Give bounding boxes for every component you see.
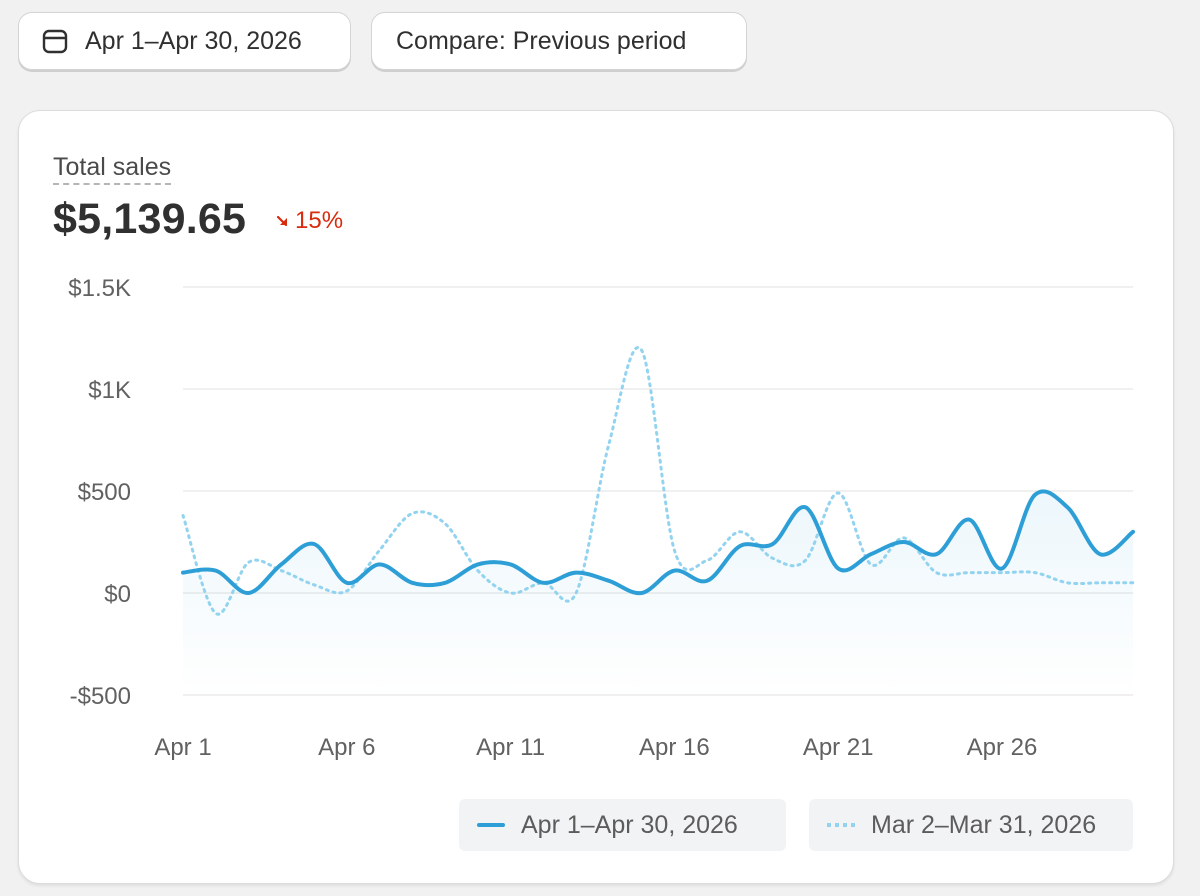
data-point-previous[interactable]	[737, 529, 743, 535]
data-point-current[interactable]	[344, 580, 350, 586]
x-tick-label: Apr 11	[476, 734, 545, 761]
data-point-current[interactable]	[1032, 492, 1038, 498]
y-tick-label: -$500	[70, 683, 131, 710]
x-axis-ticks: Apr 1 Apr 6 Apr 11 Apr 16 Apr 21 Apr 26	[154, 734, 1037, 761]
compare-period-button[interactable]: Compare: Previous period	[371, 12, 747, 70]
data-point-current[interactable]	[835, 566, 841, 572]
x-tick-label: Apr 21	[803, 734, 874, 761]
data-point-previous[interactable]	[966, 570, 972, 576]
data-point-previous[interactable]	[180, 512, 186, 518]
x-tick-label: Apr 6	[318, 734, 375, 761]
data-point-previous[interactable]	[802, 557, 808, 563]
data-point-previous[interactable]	[213, 610, 219, 616]
data-point-previous[interactable]	[540, 580, 546, 586]
data-point-current[interactable]	[409, 580, 415, 586]
data-point-previous[interactable]	[606, 441, 612, 447]
data-point-previous[interactable]	[1130, 580, 1136, 586]
data-point-current[interactable]	[737, 543, 743, 549]
data-point-previous[interactable]	[573, 590, 579, 596]
data-point-current[interactable]	[770, 541, 776, 547]
compare-label: Compare: Previous period	[396, 26, 687, 55]
data-point-current[interactable]	[933, 551, 939, 557]
sales-chart-card: Total sales $5,139.65 15% $1.5K $1K $500 $0…	[18, 110, 1174, 884]
data-point-previous[interactable]	[377, 547, 383, 553]
data-point-current[interactable]	[1097, 551, 1103, 557]
data-point-current[interactable]	[802, 504, 808, 510]
data-point-previous[interactable]	[409, 510, 415, 516]
arrow-down-right-icon	[276, 215, 288, 227]
series-line-previous	[181, 346, 1135, 616]
sales-line-chart: $1.5K$1K$500$0-$500 Apr 1 Apr 6 Apr 11 Apr …	[68, 275, 1136, 761]
data-point-previous[interactable]	[278, 568, 284, 574]
series-area-current	[183, 491, 1133, 695]
data-point-previous[interactable]	[639, 347, 645, 353]
legend-swatch-dotted	[827, 823, 855, 827]
calendar-icon	[41, 27, 69, 55]
data-point-previous[interactable]	[442, 521, 448, 527]
data-point-previous[interactable]	[508, 590, 514, 596]
y-tick-label: $500	[78, 479, 131, 506]
data-point-current[interactable]	[573, 570, 579, 576]
chart-series	[180, 346, 1136, 695]
toolbar: Apr 1–Apr 30, 2026 Compare: Previous per…	[18, 12, 747, 70]
data-point-previous[interactable]	[770, 555, 776, 561]
data-point-previous[interactable]	[868, 561, 874, 567]
y-axis-ticks: $1.5K $1K $500 $0 -$500	[68, 275, 131, 710]
data-point-previous[interactable]	[933, 570, 939, 576]
data-point-current[interactable]	[1064, 504, 1070, 510]
data-point-previous[interactable]	[1032, 570, 1038, 576]
data-point-current[interactable]	[671, 568, 677, 574]
data-point-previous[interactable]	[835, 490, 841, 496]
y-tick-label: $1K	[88, 377, 131, 404]
data-point-current[interactable]	[246, 590, 252, 596]
metric-label[interactable]: Total sales	[53, 153, 172, 185]
x-tick-label: Apr 26	[967, 734, 1038, 761]
series-line-current	[181, 489, 1135, 596]
data-point-current[interactable]	[868, 551, 874, 557]
data-point-current[interactable]	[278, 561, 284, 567]
data-point-previous[interactable]	[704, 557, 710, 563]
data-point-previous[interactable]	[1064, 580, 1070, 586]
data-point-previous[interactable]	[344, 588, 350, 594]
data-point-previous[interactable]	[999, 570, 1005, 576]
data-point-current[interactable]	[442, 580, 448, 586]
y-tick-label: $1.5K	[68, 275, 131, 302]
metric-change-value: 15%	[295, 207, 344, 234]
data-point-previous[interactable]	[1097, 580, 1103, 586]
legend-swatch-solid	[477, 823, 505, 827]
data-point-current[interactable]	[966, 517, 972, 523]
data-point-current[interactable]	[213, 568, 219, 574]
data-point-current[interactable]	[311, 541, 317, 547]
data-point-previous[interactable]	[671, 547, 677, 553]
legend-label-previous: Mar 2–Mar 31, 2026	[871, 810, 1097, 839]
x-tick-label: Apr 16	[639, 734, 710, 761]
metric-value: $5,139.65	[53, 195, 247, 243]
legend-label-current: Apr 1–Apr 30, 2026	[521, 810, 738, 839]
data-point-previous[interactable]	[246, 559, 252, 565]
legend-item-current[interactable]: Apr 1–Apr 30, 2026	[459, 799, 786, 851]
x-tick-label: Apr 1	[154, 734, 211, 761]
data-point-current[interactable]	[1130, 529, 1136, 535]
data-point-previous[interactable]	[311, 582, 317, 588]
metric-change-badge: 15%	[275, 207, 343, 235]
data-point-current[interactable]	[639, 590, 645, 596]
data-point-current[interactable]	[180, 570, 186, 576]
y-tick-label: $0	[104, 581, 131, 608]
data-point-previous[interactable]	[901, 535, 907, 541]
data-point-current[interactable]	[704, 578, 710, 584]
data-point-current[interactable]	[475, 561, 481, 567]
date-range-button[interactable]: Apr 1–Apr 30, 2026	[18, 12, 351, 70]
data-point-current[interactable]	[377, 561, 383, 567]
data-point-previous[interactable]	[475, 568, 481, 574]
data-point-current[interactable]	[508, 561, 514, 567]
date-range-label: Apr 1–Apr 30, 2026	[85, 26, 302, 55]
legend-item-previous[interactable]: Mar 2–Mar 31, 2026	[809, 799, 1133, 851]
data-point-current[interactable]	[606, 578, 612, 584]
